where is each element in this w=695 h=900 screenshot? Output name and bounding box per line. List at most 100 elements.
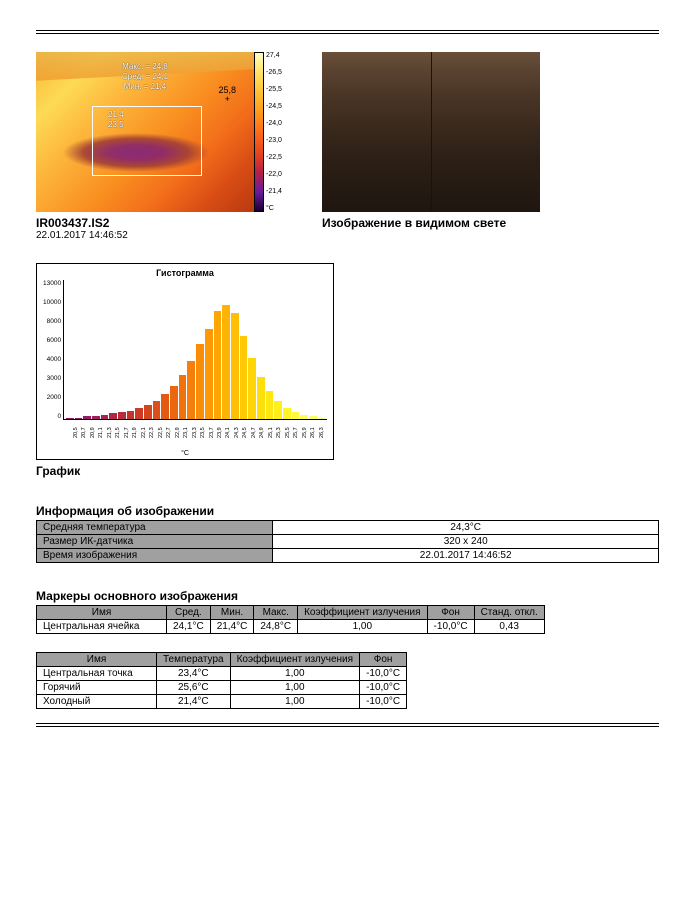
table-row: Холодный21,4°C1,00-10,0°C xyxy=(37,695,407,709)
y-axis: 1300010000800060004000300020000 xyxy=(43,280,63,420)
scale-unit: °C xyxy=(266,205,282,212)
scale-tick: 27,4 xyxy=(266,52,282,59)
y-tick: 13000 xyxy=(43,280,61,287)
image-row: Макс. = 24,8 Сред. = 24,1 Мин. = 21,4 25… xyxy=(36,52,659,241)
table-cell: 1,00 xyxy=(298,620,427,634)
table-cell: 0,43 xyxy=(474,620,544,634)
info-title: Информация об изображении xyxy=(36,504,659,518)
marker-center: 23,5 xyxy=(108,120,124,130)
table-header-row: ИмяТемператураКоэффициент излученияФон xyxy=(37,653,407,667)
histogram-bar xyxy=(170,386,178,419)
table-cell: 23,4°C xyxy=(157,667,231,681)
scale-tick: -22,0 xyxy=(266,171,282,178)
points-table: ИмяТемператураКоэффициент излученияФонЦе… xyxy=(36,652,407,709)
info-value: 320 x 240 xyxy=(273,535,659,549)
table-row: Центральная ячейка24,1°C21,4°C24,8°C1,00… xyxy=(37,620,545,634)
top-rule xyxy=(36,30,659,34)
histogram-plot xyxy=(63,280,327,420)
histogram-bar xyxy=(231,313,239,419)
markers-table: ИмяСред.Мин.Макс.Коэффициент излученияФо… xyxy=(36,605,545,634)
histogram-bar xyxy=(292,412,300,419)
column-header: Имя xyxy=(37,606,167,620)
table-header-row: ИмяСред.Мин.Макс.Коэффициент излученияФо… xyxy=(37,606,545,620)
column-header: Фон xyxy=(360,653,407,667)
scale-tick: -24,0 xyxy=(266,120,282,127)
table-cell: 21,4°C xyxy=(157,695,231,709)
rect-markers: 21,4 23,5 xyxy=(108,110,124,129)
info-value: 22.01.2017 14:46:52 xyxy=(273,549,659,563)
histogram-bar xyxy=(283,408,291,419)
thermal-stats-overlay: Макс. = 24,8 Сред. = 24,1 Мин. = 21,4 xyxy=(122,62,168,92)
bottom-rule xyxy=(36,723,659,727)
info-value: 24,3°C xyxy=(273,521,659,535)
histogram-bar xyxy=(83,416,91,419)
histogram-bar xyxy=(214,311,222,419)
table-cell: -10,0°C xyxy=(360,681,407,695)
histogram-area: 1300010000800060004000300020000 xyxy=(43,280,327,420)
histogram-bar xyxy=(75,418,83,419)
column-header: Станд. откл. xyxy=(474,606,544,620)
overlay-max: Макс. = 24,8 xyxy=(122,62,168,72)
y-tick: 8000 xyxy=(47,318,61,325)
x-tick: 26,3 xyxy=(319,430,347,438)
histogram-bar xyxy=(179,375,187,419)
thermal-filename: IR003437.IS2 xyxy=(36,216,282,230)
info-label: Время изображения xyxy=(37,549,273,563)
histogram-bar xyxy=(318,418,326,419)
histogram-bar xyxy=(248,358,256,419)
histogram-title: Гистограмма xyxy=(43,268,327,278)
visible-block: Изображение в видимом свете xyxy=(322,52,540,241)
table-cell: 25,6°C xyxy=(157,681,231,695)
table-row: Центральная точка23,4°C1,00-10,0°C xyxy=(37,667,407,681)
column-header: Коэффициент излучения xyxy=(298,606,427,620)
crosshair-temp: 25,8 xyxy=(218,85,236,95)
table-row: Горячий25,6°C1,00-10,0°C xyxy=(37,681,407,695)
table-cell: 1,00 xyxy=(230,695,359,709)
visible-image xyxy=(322,52,540,212)
histogram-bar xyxy=(257,377,265,419)
scale-tick: -24,5 xyxy=(266,103,282,110)
table-cell: 24,8°C xyxy=(254,620,298,634)
histogram-bar xyxy=(266,391,274,419)
column-header: Коэффициент излучения xyxy=(230,653,359,667)
histogram-bar xyxy=(109,413,117,419)
y-tick: 6000 xyxy=(47,337,61,344)
table-cell: -10,0°C xyxy=(360,695,407,709)
histogram-bar xyxy=(300,415,308,419)
histogram-caption: График xyxy=(36,464,659,478)
column-header: Мин. xyxy=(210,606,254,620)
column-header: Температура xyxy=(157,653,231,667)
visible-caption: Изображение в видимом свете xyxy=(322,216,540,230)
column-header: Сред. xyxy=(167,606,211,620)
scale-tick: -25,5 xyxy=(266,86,282,93)
table-cell: 21,4°C xyxy=(210,620,254,634)
x-axis-ticks: 20,520,720,921,121,321,521,721,922,122,3… xyxy=(73,420,327,448)
table-cell: -10,0°C xyxy=(427,620,474,634)
column-header: Макс. xyxy=(254,606,298,620)
y-tick: 3000 xyxy=(47,375,61,382)
table-cell: Центральная точка xyxy=(37,667,157,681)
histogram-block: Гистограмма 1300010000800060004000300020… xyxy=(36,263,659,478)
histogram-bar xyxy=(187,361,195,419)
y-tick: 10000 xyxy=(43,299,61,306)
scale-tick: -23,0 xyxy=(266,137,282,144)
overlay-min: Мин. = 21,4 xyxy=(122,82,168,92)
x-axis: 20,520,720,921,121,321,521,721,922,122,3… xyxy=(73,420,327,448)
table-cell: -10,0°C xyxy=(360,667,407,681)
histogram-bar xyxy=(127,411,135,419)
markers-title: Маркеры основного изображения xyxy=(36,589,659,603)
table-cell: 24,1°C xyxy=(167,620,211,634)
thermal-block: Макс. = 24,8 Сред. = 24,1 Мин. = 21,4 25… xyxy=(36,52,282,241)
color-ticks: 27,4-26,5-25,5-24,5-24,0-23,0-22,5-22,0-… xyxy=(264,52,282,212)
histogram-bar xyxy=(205,329,213,419)
info-label: Средняя температура xyxy=(37,521,273,535)
column-header: Имя xyxy=(37,653,157,667)
info-table: Средняя температура24,3°CРазмер ИК-датчи… xyxy=(36,520,659,563)
table-cell: 1,00 xyxy=(230,681,359,695)
scale-tick: -22,5 xyxy=(266,154,282,161)
table-row: Время изображения22.01.2017 14:46:52 xyxy=(37,549,659,563)
histogram-bar xyxy=(135,408,143,419)
histogram-bar xyxy=(92,416,100,419)
table-row: Средняя температура24,3°C xyxy=(37,521,659,535)
scale-tick: -26,5 xyxy=(266,69,282,76)
